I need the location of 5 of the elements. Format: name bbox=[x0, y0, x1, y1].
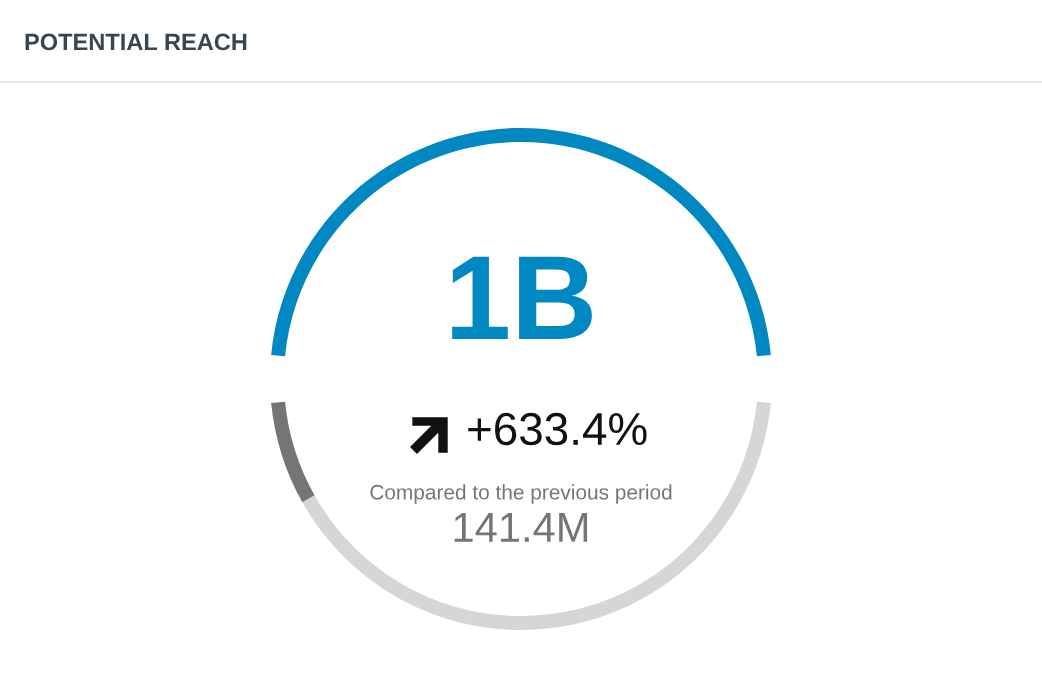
text: POTENTIAL REACH bbox=[25, 33, 247, 51]
text: 141.4M bbox=[454, 513, 588, 542]
text: 1B bbox=[452, 256, 592, 339]
text: +633.4% bbox=[468, 412, 647, 446]
text: Compared to the previous period bbox=[370, 484, 672, 504]
